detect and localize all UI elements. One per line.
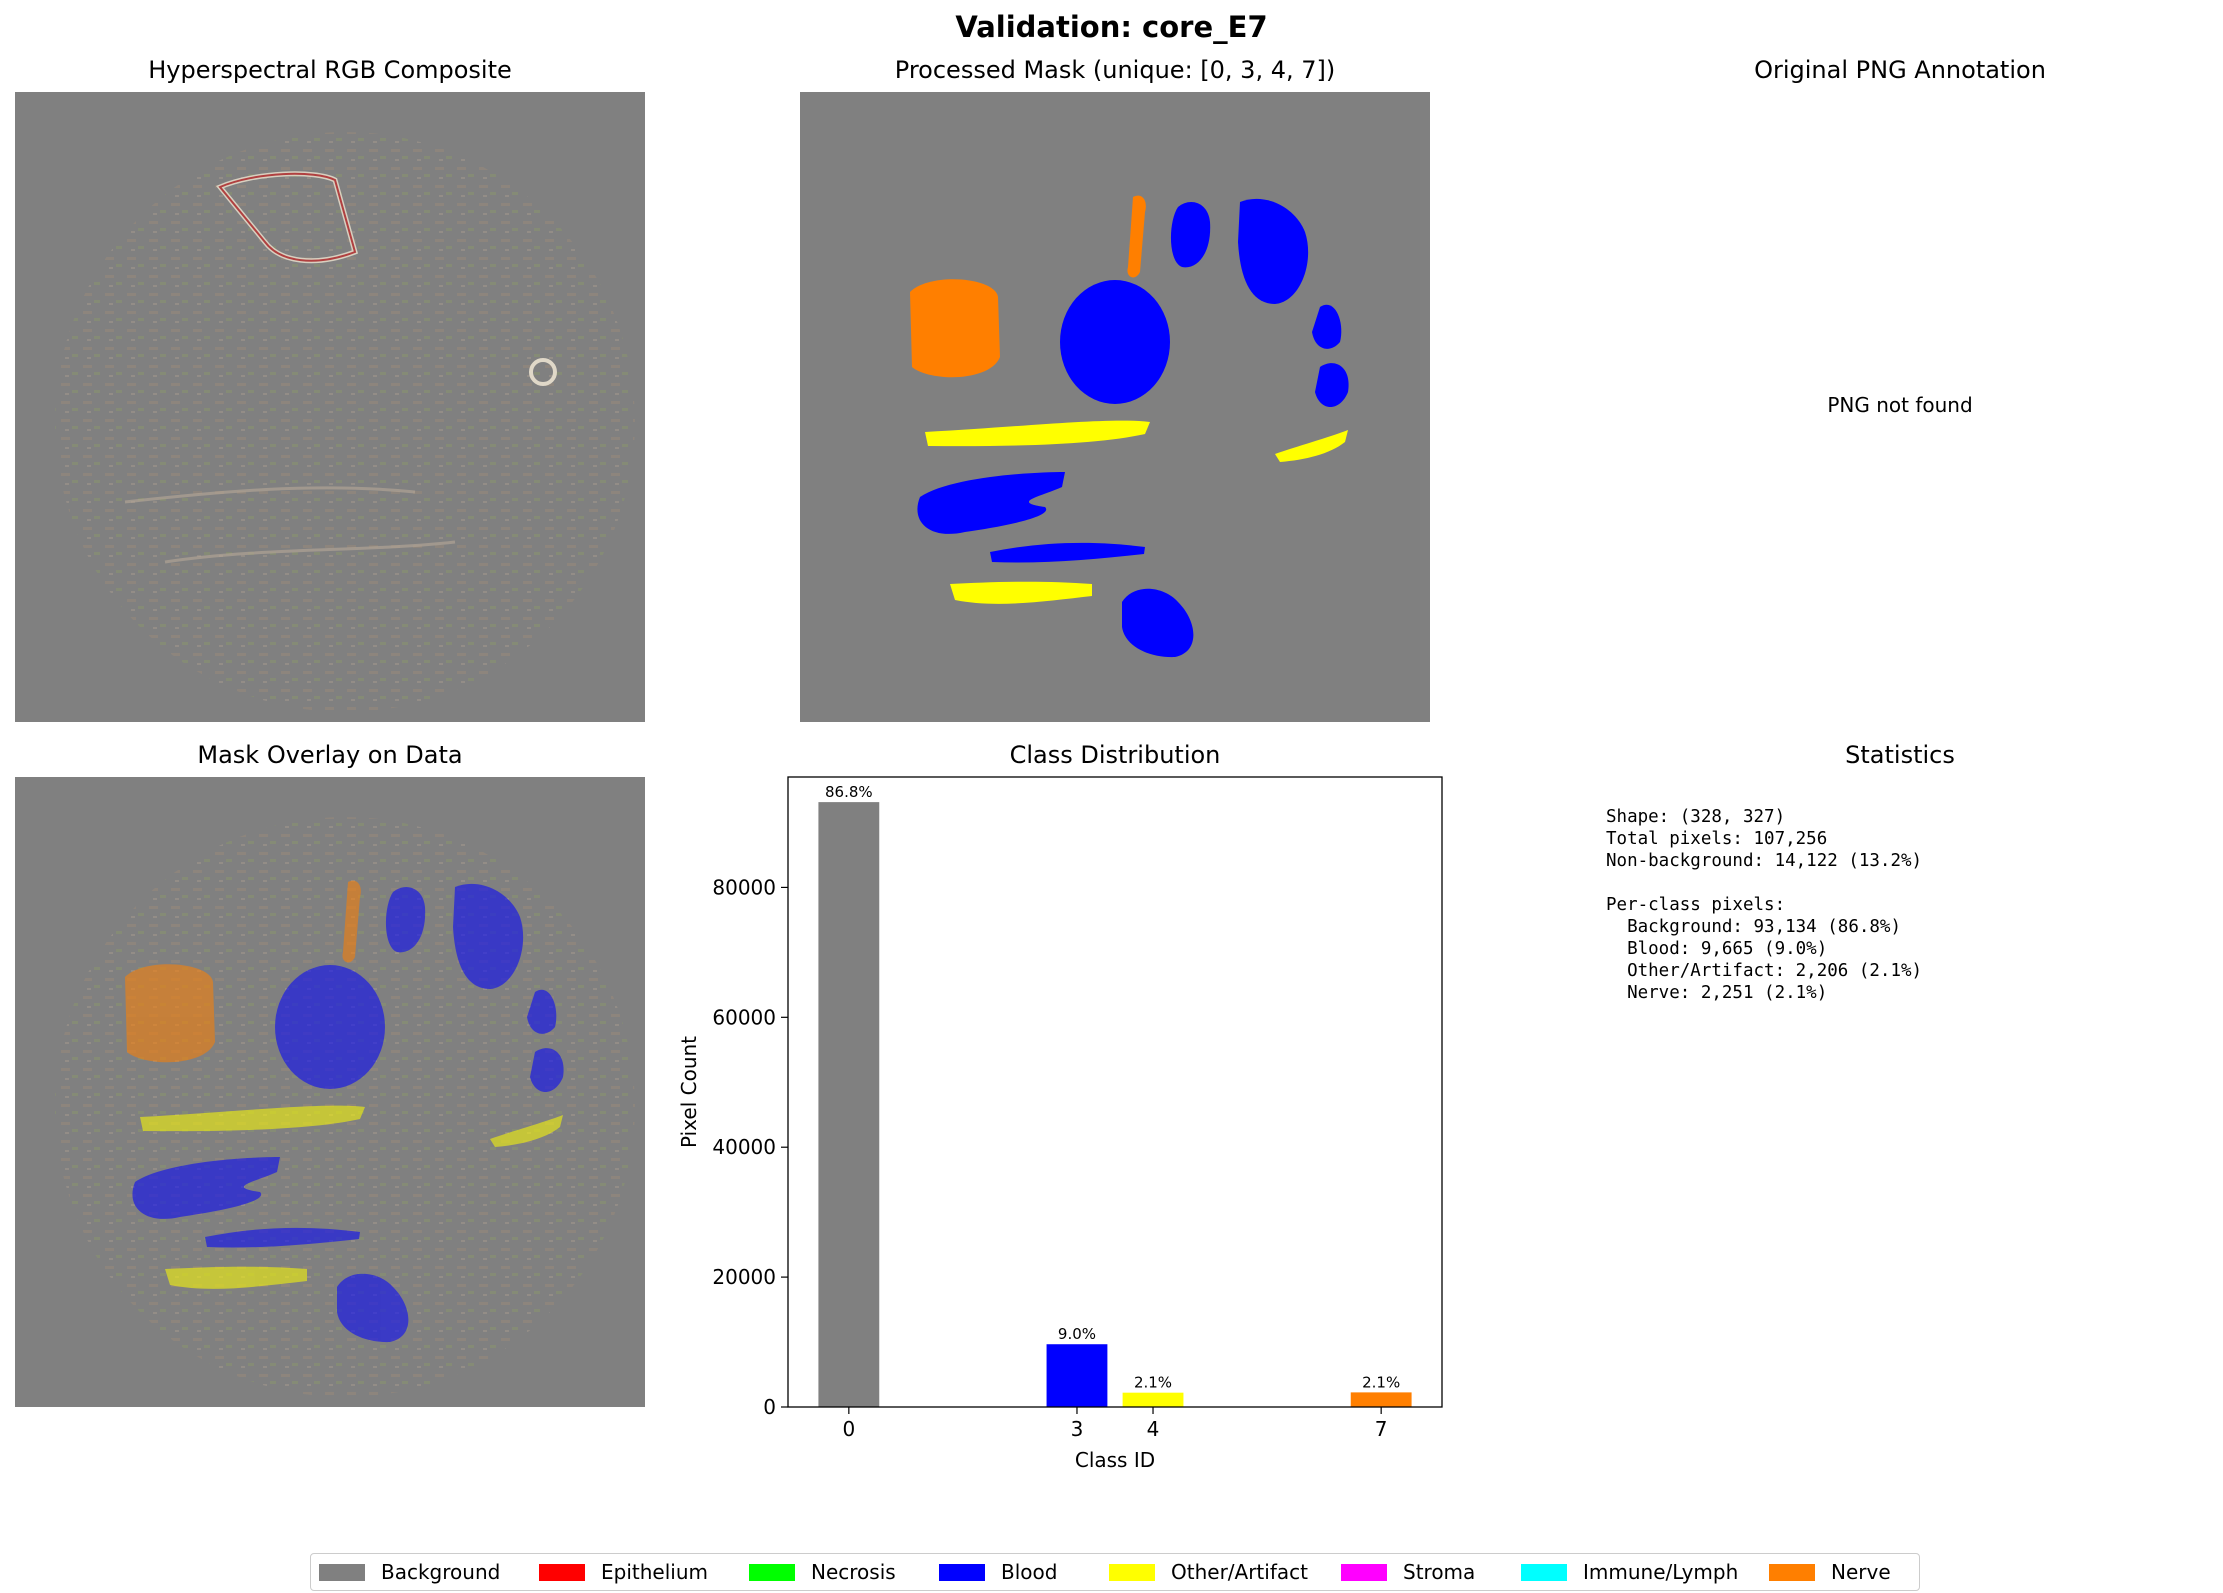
y-axis-label: Pixel Count	[677, 1036, 701, 1148]
legend-label: Epithelium	[601, 1560, 708, 1584]
y-tick-label: 60000	[712, 1005, 776, 1029]
legend-item: Epithelium	[539, 1554, 708, 1590]
bar-value-label: 9.0%	[1058, 1325, 1096, 1343]
legend-swatch	[319, 1563, 365, 1581]
x-tick-label: 3	[1071, 1417, 1084, 1441]
y-tick-label: 40000	[712, 1135, 776, 1159]
rgb-composite-image	[15, 92, 645, 722]
legend-label: Background	[381, 1560, 501, 1584]
legend-swatch	[539, 1563, 585, 1581]
legend-label: Other/Artifact	[1171, 1560, 1308, 1584]
rgb-panel-title: Hyperspectral RGB Composite	[148, 56, 512, 84]
y-tick-label: 80000	[712, 875, 776, 899]
bar-value-label: 2.1%	[1362, 1373, 1400, 1391]
legend-item: Immune/Lymph	[1521, 1554, 1738, 1590]
mask-overlay-image	[15, 777, 645, 1407]
statistics-line: Non-background: 14,122 (13.2%)	[1606, 851, 1923, 871]
x-axis-label: Class ID	[1075, 1448, 1155, 1472]
statistics-line: Nerve: 2,251 (2.1%)	[1606, 983, 1828, 1003]
legend-swatch	[1341, 1563, 1387, 1581]
stats-panel-title: Statistics	[1845, 741, 1955, 769]
class-distribution-chart: 86.8% 9.0% 2.1% 2.1% 0 3 4 7 0 20000 40000 60000 800…	[677, 776, 1443, 1472]
class-legend: Background Epithelium Necrosis Blood Other/A…	[310, 1553, 1920, 1591]
legend-label: Stroma	[1403, 1560, 1476, 1584]
legend-item: Necrosis	[749, 1554, 896, 1590]
legend-label: Blood	[1001, 1560, 1058, 1584]
x-tick-label: 4	[1147, 1417, 1160, 1441]
legend-item: Nerve	[1769, 1554, 1891, 1590]
png-not-found-message: PNG not found	[1827, 393, 1973, 417]
bar-class-3	[1046, 1344, 1108, 1407]
statistics-line: Shape: (328, 327)	[1606, 807, 1786, 827]
figure-title: Validation: core_E7	[955, 10, 1268, 44]
chart-title: Class Distribution	[1009, 741, 1221, 769]
x-tick-label: 7	[1375, 1417, 1388, 1441]
legend-item: Other/Artifact	[1109, 1554, 1308, 1590]
legend-swatch	[749, 1563, 795, 1581]
y-tick-label: 0	[763, 1395, 776, 1419]
legend-item: Background	[319, 1554, 500, 1590]
bar-class-4	[1122, 1392, 1184, 1407]
legend-item: Stroma	[1341, 1554, 1475, 1590]
statistics-line	[1606, 872, 1922, 894]
statistics-line: Per-class pixels:	[1606, 895, 1786, 915]
statistics-line: Total pixels: 107,256	[1606, 829, 1828, 849]
legend-label: Nerve	[1831, 1560, 1891, 1584]
bar-value-label: 86.8%	[825, 783, 873, 801]
overlay-panel-title: Mask Overlay on Data	[197, 741, 463, 769]
x-tick-label: 0	[842, 1417, 855, 1441]
statistics-line: Blood: 9,665 (9.0%)	[1606, 939, 1828, 959]
mask-panel-title: Processed Mask (unique: [0, 3, 4, 7])	[894, 56, 1336, 84]
y-tick-label: 20000	[712, 1265, 776, 1289]
legend-swatch	[939, 1563, 985, 1581]
processed-mask-image	[800, 92, 1430, 722]
legend-swatch	[1769, 1563, 1815, 1581]
statistics-text: Shape: (328, 327) Total pixels: 107,256 No…	[1606, 806, 1922, 1004]
legend-label: Immune/Lymph	[1583, 1560, 1739, 1584]
legend-item: Blood	[939, 1554, 1057, 1590]
legend-label: Necrosis	[811, 1560, 896, 1584]
statistics-line: Other/Artifact: 2,206 (2.1%)	[1606, 961, 1923, 981]
statistics-line: Background: 93,134 (86.8%)	[1606, 917, 1902, 937]
legend-swatch	[1521, 1563, 1567, 1581]
bar-class-7	[1350, 1392, 1412, 1407]
bar-value-label: 2.1%	[1134, 1374, 1172, 1392]
legend-swatch	[1109, 1563, 1155, 1581]
bar-class-0	[818, 802, 880, 1407]
plot-frame	[787, 776, 1443, 1408]
png-panel-title: Original PNG Annotation	[1754, 56, 2046, 84]
